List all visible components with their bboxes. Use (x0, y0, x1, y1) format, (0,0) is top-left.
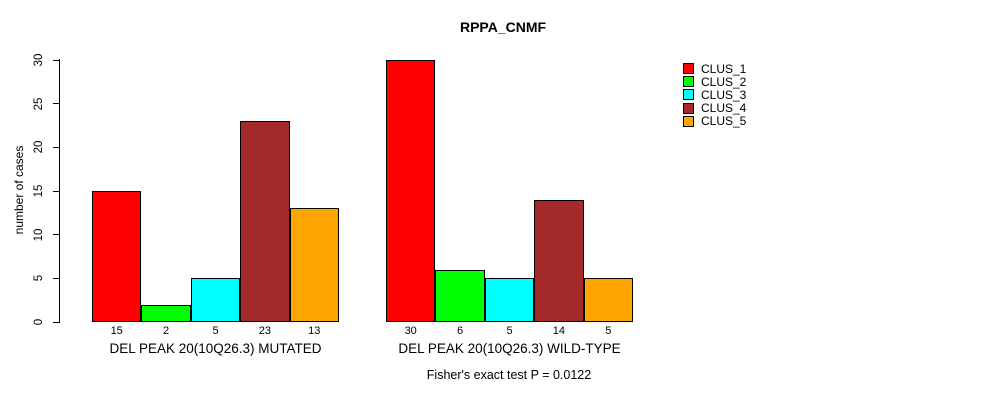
y-axis-tick (53, 103, 60, 105)
bar (240, 121, 290, 322)
bar (289, 208, 339, 322)
y-axis-tick-label: 0 (33, 318, 45, 326)
y-axis-tick-label: 25 (33, 97, 45, 111)
y-axis-tick (53, 59, 60, 61)
bar (484, 278, 535, 322)
bar-value-label: 2 (163, 325, 170, 337)
legend-swatch (683, 102, 694, 114)
bar (190, 278, 241, 322)
legend-row: CLUS_2 (683, 74, 747, 89)
y-axis-tick-label: 15 (33, 184, 45, 198)
bar (435, 269, 485, 322)
legend-swatch (683, 89, 694, 101)
y-axis-tick (53, 190, 60, 192)
legend-label: CLUS_5 (701, 114, 747, 129)
legend-swatch (683, 76, 694, 88)
legend-swatch (683, 63, 694, 75)
chart-title: RPPA_CNMF (459, 19, 547, 35)
bar-value-label: 5 (605, 325, 612, 337)
bar-value-label: 13 (308, 325, 321, 337)
y-axis-tick-label: 20 (33, 140, 45, 154)
bar-value-label: 5 (506, 325, 513, 337)
bar-value-label: 23 (258, 325, 272, 337)
bar (583, 278, 633, 322)
legend-row: CLUS_4 (683, 101, 747, 116)
group-label: DEL PEAK 20(10Q26.3) MUTATED (109, 341, 322, 356)
y-axis-label: number of cases (12, 145, 26, 235)
y-axis-tick (53, 277, 60, 279)
footer-pvalue: Fisher's exact test P = 0.0122 (426, 368, 592, 382)
bar (92, 191, 142, 322)
legend: CLUS_1 CLUS_2 CLUS_3 CLUS_4 CLUS_5 (683, 62, 746, 128)
legend-swatch (683, 115, 694, 127)
legend-label: CLUS_3 (701, 87, 747, 102)
legend-row: CLUS_5 (683, 114, 747, 129)
legend-row: CLUS_1 (683, 61, 747, 76)
bar-value-label: 14 (552, 325, 566, 337)
y-axis-tick (53, 234, 60, 236)
bar-value-label: 6 (457, 325, 464, 337)
y-axis-tick-label: 10 (33, 228, 45, 242)
group-label: DEL PEAK 20(10Q26.3) WILD-TYPE (398, 341, 621, 356)
bar (141, 304, 191, 322)
legend-label: CLUS_1 (701, 61, 747, 76)
legend-row: CLUS_3 (683, 87, 747, 102)
bar (534, 199, 584, 322)
legend-label: CLUS_2 (701, 74, 747, 89)
y-axis-tick (53, 146, 60, 148)
bar (386, 60, 436, 322)
bar-value-label: 15 (110, 325, 123, 337)
bar-value-label: 30 (404, 325, 417, 337)
bar-value-label: 5 (212, 325, 219, 337)
y-axis-tick-label: 5 (33, 275, 45, 282)
y-axis-tick-label: 30 (33, 53, 45, 67)
y-axis-tick (53, 321, 60, 323)
legend-label: CLUS_4 (701, 101, 747, 116)
